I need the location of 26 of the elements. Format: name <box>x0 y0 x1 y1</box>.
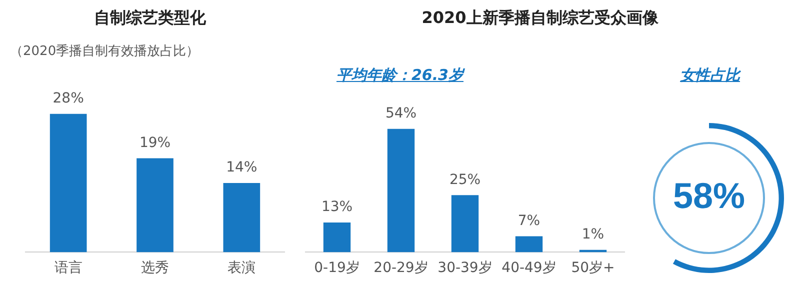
x-tick-label: 语言 <box>54 260 82 276</box>
data-label: 54% <box>385 106 417 122</box>
bar <box>323 222 351 252</box>
chart-title: 女性占比 <box>679 66 742 85</box>
data-label: 7% <box>518 212 540 229</box>
chart-title: 2020上新季播自制综艺受众画像 <box>420 8 660 29</box>
data-label: 13% <box>321 199 353 216</box>
chart-title: 自制综艺类型化 <box>93 8 207 29</box>
data-label: 28% <box>52 90 84 106</box>
bar <box>515 236 543 252</box>
x-tick-label: 0-19岁 <box>314 260 360 276</box>
data-label: 1% <box>582 226 604 243</box>
x-tick-label: 20-29岁 <box>374 260 428 276</box>
bar <box>451 195 479 252</box>
text: 平均年龄：26.3岁 <box>335 66 466 85</box>
x-tick-label: 30-39岁 <box>438 260 492 276</box>
x-tick-label: 表演 <box>228 260 256 276</box>
data-label: 58% <box>672 174 746 216</box>
x-tick-label: 50岁+ <box>571 260 615 276</box>
x-tick-label: 40-49岁 <box>502 260 556 276</box>
data-label: 14% <box>226 160 258 176</box>
bar <box>387 128 415 252</box>
data-label: 25% <box>449 172 481 188</box>
data-label: 19% <box>139 134 171 151</box>
chart-subtitle: （2020季播自制有效播放占比） <box>10 43 200 60</box>
x-tick-label: 选秀 <box>141 260 169 276</box>
